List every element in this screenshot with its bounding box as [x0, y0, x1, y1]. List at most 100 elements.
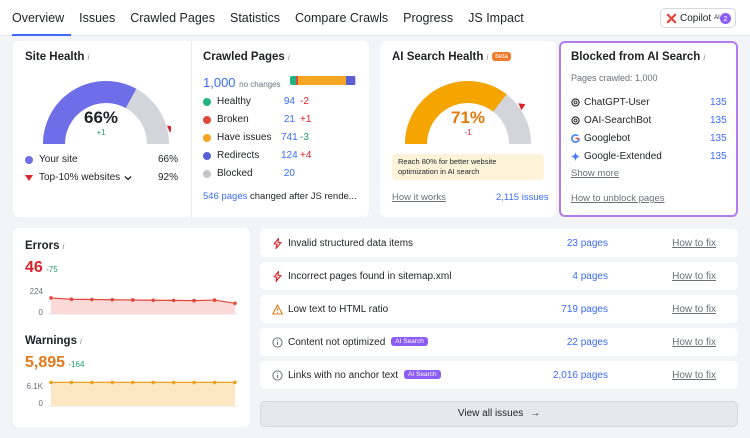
triangle-marker-icon: [25, 174, 33, 181]
js-changed-text: changed after JS rende...: [250, 191, 357, 202]
notice-info-icon: [272, 369, 283, 381]
status-dot: [203, 169, 211, 178]
how-to-fix-link[interactable]: How to fix: [672, 237, 716, 249]
tab-overview[interactable]: Overview: [12, 0, 72, 36]
errors-title-text: Errors: [25, 240, 60, 252]
sparkline-point: [110, 297, 115, 302]
errors-y-bottom: 0: [38, 308, 43, 317]
crawled-total[interactable]: 1,000 no changes: [203, 75, 281, 90]
beta-badge: beta: [492, 52, 511, 62]
site-health-value: 66%: [83, 108, 119, 127]
crawled-row-redirects[interactable]: Redirects 124 +4: [203, 150, 323, 161]
sparkline-point: [90, 380, 94, 385]
issue-text: Links with no anchor text: [288, 369, 399, 381]
copilot-button[interactable]: Copilot AI 2: [660, 8, 736, 28]
openai-icon: [571, 98, 580, 107]
tab-progress[interactable]: Progress: [403, 11, 454, 25]
crawled-row-have-issues[interactable]: Have issues 741 -3: [203, 132, 323, 143]
errors-value[interactable]: 46: [25, 259, 43, 276]
bot-row-chatgpt-user[interactable]: ChatGPT-User 135: [571, 97, 727, 108]
ai-issues-link[interactable]: 2,115 issues: [496, 192, 549, 203]
info-icon[interactable]: i: [79, 337, 82, 346]
stacked-bar-segment: [346, 76, 355, 85]
ai-search-badge: AI Search: [404, 370, 441, 380]
how-it-works-link[interactable]: How it works: [392, 192, 446, 203]
tab-crawled-pages[interactable]: Crawled Pages: [130, 11, 215, 25]
how-to-unblock-link[interactable]: How to unblock pages: [571, 193, 665, 204]
how-to-fix-link[interactable]: How to fix: [672, 336, 716, 348]
row-label: Healthy: [217, 96, 251, 107]
info-icon[interactable]: i: [703, 53, 706, 62]
blocked-ai-title: Blocked from AI Search i: [571, 51, 705, 63]
legend-label: Top-10% websites: [39, 172, 121, 183]
bot-row-googlebot[interactable]: Googlebot 135: [571, 133, 727, 144]
js-changed-link[interactable]: 546 pages: [203, 191, 248, 202]
sparkline-point: [171, 298, 176, 303]
issue-pages-link[interactable]: 2,016 pages: [552, 369, 608, 381]
warning-triangle-icon: [272, 303, 283, 315]
your-site-dot: [25, 155, 33, 164]
how-to-fix-link[interactable]: How to fix: [672, 369, 716, 381]
legend-value: 92%: [157, 172, 178, 183]
sparkline-point: [171, 380, 176, 385]
issue-row[interactable]: Invalid structured data items 23 pages H…: [260, 229, 738, 257]
issue-pages-link[interactable]: 23 pages: [566, 237, 608, 249]
errors-change: -75: [46, 265, 58, 274]
tab-compare-crawls[interactable]: Compare Crawls: [295, 11, 389, 25]
issue-pages-link[interactable]: 719 pages: [561, 303, 608, 315]
issue-pages-link[interactable]: 22 pages: [566, 336, 608, 348]
info-icon[interactable]: i: [486, 53, 489, 62]
legend-your-site: Your site 66%: [25, 154, 178, 165]
warnings-y-bottom: 0: [38, 399, 43, 408]
how-to-fix-link[interactable]: How to fix: [672, 303, 716, 315]
sparkline-point: [90, 297, 94, 302]
sparkline-point: [233, 380, 237, 385]
copilot-label: Copilot: [680, 12, 712, 24]
issue-pages-link[interactable]: 4 pages: [572, 270, 608, 282]
bot-name: OAI-SearchBot: [584, 115, 652, 126]
issue-row[interactable]: Incorrect pages found in sitemap.xml 4 p…: [260, 262, 738, 290]
legend-value: 66%: [157, 154, 178, 165]
issue-row[interactable]: Links with no anchor text AI Search 2,016…: [260, 361, 738, 389]
stacked-bar-segment: [290, 76, 297, 85]
error-bolt-icon: [273, 270, 282, 282]
warnings-title-text: Warnings: [25, 335, 77, 347]
site-health-change: +1: [96, 128, 106, 137]
info-icon[interactable]: i: [287, 53, 290, 62]
bot-row-google-extended[interactable]: Google-Extended 135: [571, 151, 727, 162]
errors-y-top: 224: [29, 287, 43, 296]
how-to-fix-link[interactable]: How to fix: [672, 270, 716, 282]
show-more-link[interactable]: Show more: [571, 168, 620, 179]
row-value: 94: [283, 96, 295, 107]
gauge-fill: [405, 81, 507, 145]
openai-icon: [571, 116, 580, 125]
crawled-row-blocked[interactable]: Blocked 20: [203, 168, 323, 179]
bot-row-oai-searchbot[interactable]: OAI-SearchBot 135: [571, 115, 727, 126]
info-icon[interactable]: i: [62, 242, 65, 251]
sparkline-area: [51, 297, 235, 314]
js-changed-note: 546 pages changed after JS rende...: [203, 191, 357, 202]
blocked-ai-title-text: Blocked from AI Search: [571, 51, 701, 63]
tab-js-impact[interactable]: JS Impact: [468, 11, 524, 25]
tab-issues[interactable]: Issues: [79, 11, 116, 25]
view-all-issues-button[interactable]: View all issues →: [260, 401, 738, 427]
legend-top-10[interactable]: Top-10% websites 92%: [25, 172, 178, 183]
ai-health-gauge: [405, 81, 531, 145]
warnings-title: Warnings i: [25, 335, 82, 347]
sparkline-point: [192, 380, 196, 385]
ai-health-tip: Reach 80% for better website optimizatio…: [392, 154, 544, 180]
crawled-pages-stacked-bar: [290, 76, 356, 85]
warnings-value[interactable]: 5,895: [25, 354, 66, 371]
issue-text: Invalid structured data items: [288, 237, 414, 249]
info-icon[interactable]: i: [87, 53, 90, 62]
notice-info-icon: [272, 336, 283, 348]
tab-statistics[interactable]: Statistics: [230, 11, 281, 25]
crawled-row-healthy[interactable]: Healthy 94 -2: [203, 96, 323, 107]
arrow-right-icon: →: [530, 408, 541, 419]
issue-row[interactable]: Low text to HTML ratio 719 pages How to …: [260, 295, 738, 323]
row-label: Broken: [217, 114, 249, 125]
issue-row[interactable]: Content not optimized AI Search 22 pages …: [260, 328, 738, 356]
issues-list: Invalid structured data items 23 pages H…: [260, 225, 738, 393]
crawled-row-broken[interactable]: Broken 21 +1: [203, 114, 323, 125]
chevron-down-icon: [124, 175, 132, 180]
